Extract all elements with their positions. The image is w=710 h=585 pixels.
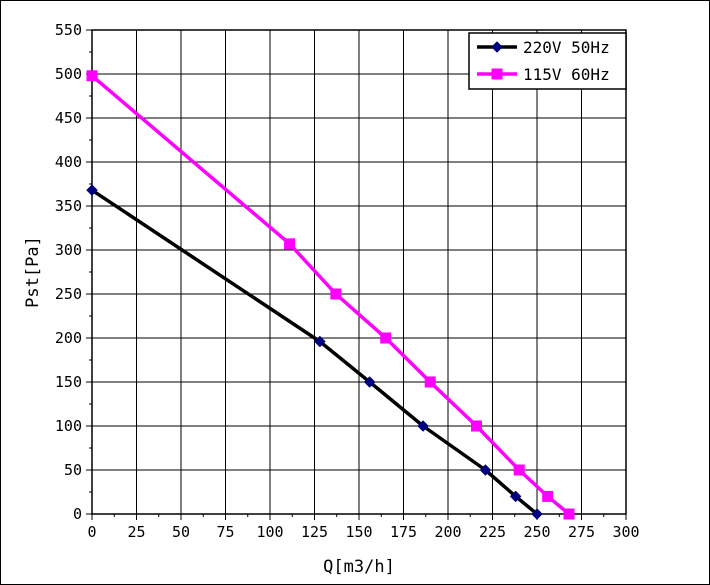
y-tick-label: 100 [55,417,82,435]
data-point [563,508,575,520]
y-tick-label: 0 [73,505,82,523]
data-point [542,490,554,502]
x-tick-label: 50 [172,523,190,541]
data-point [330,288,342,300]
y-tick-label: 200 [55,329,82,347]
x-tick-label: 175 [390,523,417,541]
x-tick-label: 200 [434,523,461,541]
data-point [284,238,296,250]
x-tick-label: 250 [523,523,550,541]
data-point [380,332,392,344]
data-point [424,376,436,388]
axis-titles: Q[m3/h] Pst[Pa] [23,236,395,577]
data-point [417,420,429,432]
x-axis-title: Q[m3/h] [323,557,395,577]
series-group [86,70,575,520]
y-tick-label: 250 [55,285,82,303]
legend-label: 220V 50Hz [523,38,610,57]
legend: 220V 50Hz 115V 60Hz [468,32,627,90]
x-tick-label: 125 [301,523,328,541]
y-tick-label: 450 [55,109,82,127]
y-tick-label: 550 [55,21,82,39]
legend-marker [491,68,503,80]
y-tick-label: 350 [55,197,82,215]
data-point [470,420,482,432]
x-tick-label: 75 [216,523,234,541]
data-point [363,376,376,388]
grid [92,30,626,514]
y-tick-label: 500 [55,65,82,83]
legend-entry: 115V 60Hz [477,65,610,84]
data-point [86,184,98,197]
axis-ticks: 0 25 50 75 100 125 150 175 200 225 250 275 300 0 50 100… [55,21,640,541]
y-axis-title: Pst[Pa] [23,236,43,308]
x-tick-label: 275 [568,523,595,541]
y-tick-label: 150 [55,373,82,391]
legend-marker [491,41,503,53]
x-tick-label: 225 [479,523,506,541]
legend-entry: 220V 50Hz [477,38,610,57]
series-2 [86,70,575,520]
data-point [313,335,326,348]
data-point [513,464,525,476]
data-point [509,490,522,503]
x-tick-label: 0 [87,523,96,541]
legend-label: 115V 60Hz [523,65,610,84]
x-tick-label: 150 [345,523,372,541]
legend-box [468,32,627,90]
x-tick-label: 25 [127,523,145,541]
x-tick-label: 100 [256,523,283,541]
y-tick-label: 50 [64,461,82,479]
y-tick-label: 400 [55,153,82,171]
data-point [86,70,98,82]
series-1 [86,184,543,520]
data-point [531,508,543,520]
x-tick-label: 300 [612,523,639,541]
data-point [479,464,492,476]
y-tick-label: 300 [55,241,82,259]
